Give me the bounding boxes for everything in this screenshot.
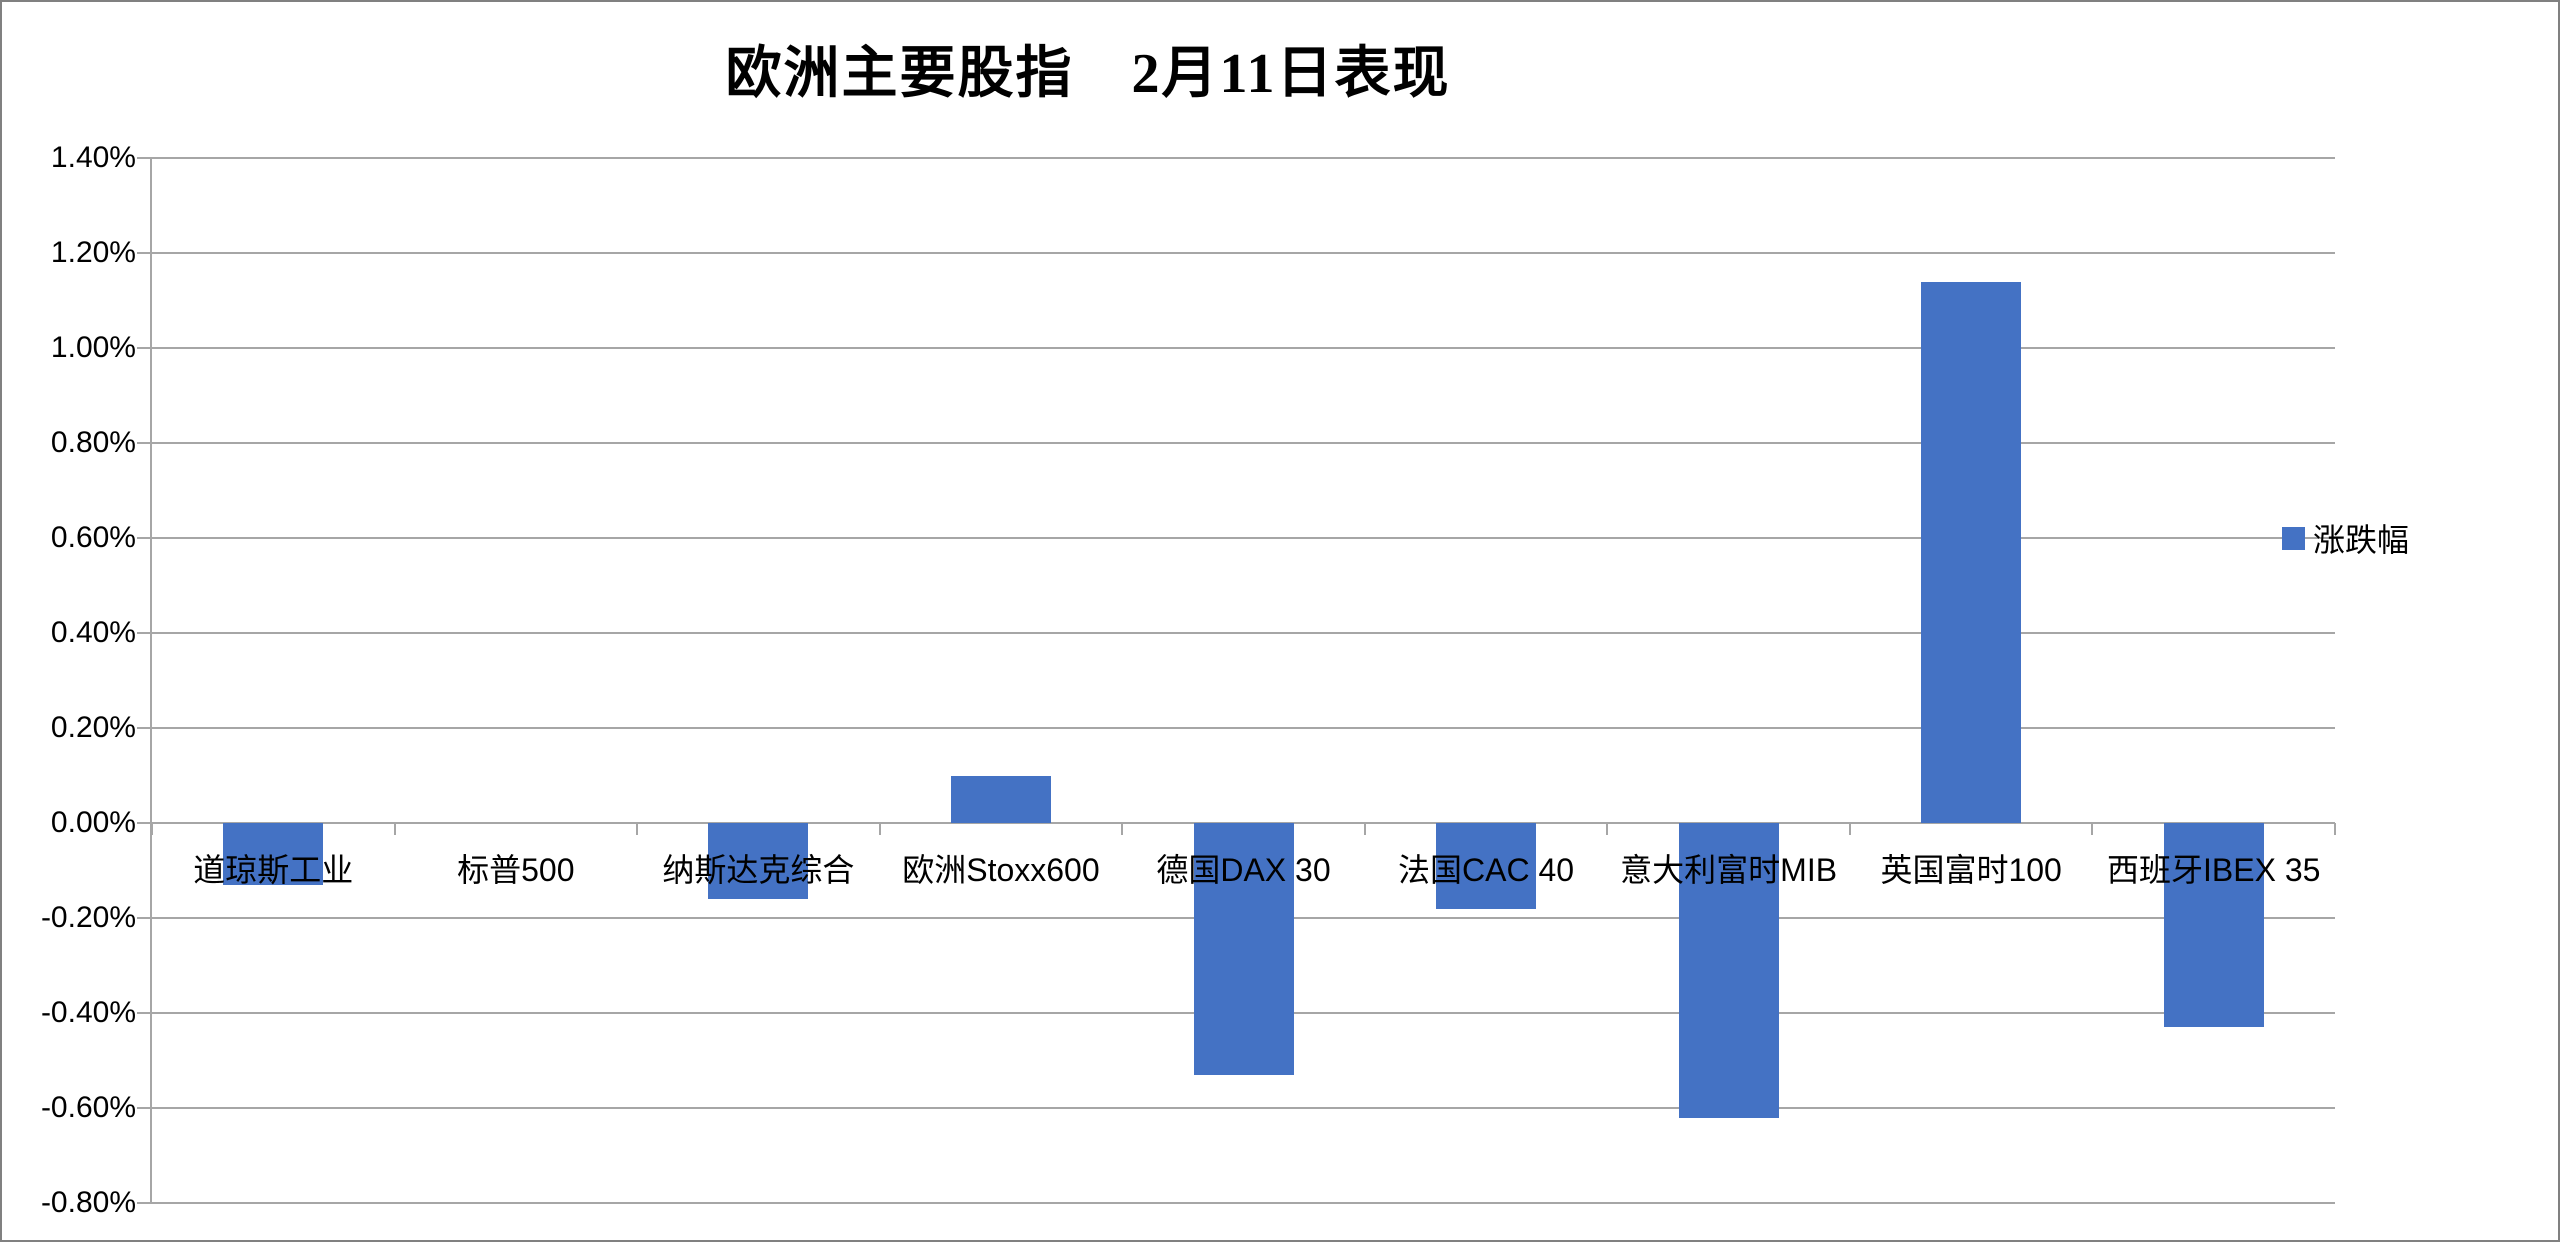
y-axis-label: -0.40% bbox=[40, 996, 136, 1029]
y-axis-tick bbox=[137, 1012, 152, 1014]
legend-label: 涨跌幅 bbox=[2313, 522, 2410, 558]
y-axis-tick bbox=[137, 1202, 152, 1204]
y-axis-tick bbox=[137, 157, 152, 159]
category-label: 意大利富时MIB bbox=[1620, 852, 1838, 888]
bar bbox=[2163, 823, 2264, 1028]
gridline bbox=[152, 537, 2335, 539]
gridline bbox=[152, 442, 2335, 444]
gridline bbox=[152, 632, 2335, 634]
x-axis-tick bbox=[1848, 823, 1851, 835]
bar bbox=[223, 823, 324, 885]
y-axis-label: -0.20% bbox=[40, 901, 136, 934]
y-axis-tick bbox=[137, 727, 152, 729]
legend: 涨跌幅 bbox=[2282, 515, 2409, 561]
y-axis-tick bbox=[137, 442, 152, 444]
y-axis-label: 1.00% bbox=[50, 331, 136, 364]
y-axis-label: 0.20% bbox=[50, 711, 136, 744]
bar bbox=[1193, 823, 1294, 1075]
y-axis-label: 0.60% bbox=[50, 521, 136, 554]
category-label: 法国CAC 40 bbox=[1398, 852, 1575, 888]
x-axis-tick bbox=[393, 823, 396, 835]
y-axis-tick bbox=[137, 1107, 152, 1109]
y-axis-tick bbox=[137, 537, 152, 539]
chart-title: 欧洲主要股指 2月11日表现 bbox=[725, 43, 1451, 105]
gridline bbox=[152, 157, 2335, 159]
y-axis-label: 0.40% bbox=[50, 616, 136, 649]
y-axis-label: -0.60% bbox=[40, 1091, 136, 1124]
x-axis-tick bbox=[636, 823, 639, 835]
category-label: 德国DAX 30 bbox=[1156, 852, 1331, 888]
y-axis-label: 1.40% bbox=[50, 141, 136, 174]
x-axis-tick bbox=[151, 823, 153, 835]
y-axis-tick bbox=[137, 822, 152, 824]
category-label: 西班牙IBEX 35 bbox=[2107, 852, 2321, 888]
bar bbox=[1921, 281, 2022, 823]
gridline bbox=[152, 1107, 2335, 1109]
gridline bbox=[152, 1202, 2335, 1204]
gridline bbox=[152, 347, 2335, 349]
y-axis-label: 1.20% bbox=[50, 236, 136, 269]
y-axis-tick bbox=[137, 632, 152, 634]
category-label: 纳斯达克综合 bbox=[662, 852, 855, 888]
legend-marker-icon bbox=[2282, 526, 2305, 550]
category-label: 道琼斯工业 bbox=[193, 852, 354, 888]
gridline bbox=[152, 252, 2335, 254]
category-label: 欧洲Stoxx600 bbox=[902, 852, 1100, 888]
bar bbox=[1678, 823, 1779, 1118]
x-axis-tick bbox=[1363, 823, 1366, 835]
x-axis-tick bbox=[1606, 823, 1609, 835]
y-axis-line bbox=[150, 157, 152, 1204]
x-axis-tick bbox=[2334, 823, 2336, 835]
y-axis-tick bbox=[137, 347, 152, 349]
y-axis-label: 0.00% bbox=[50, 806, 136, 839]
bar bbox=[950, 775, 1051, 823]
x-axis-tick bbox=[2091, 823, 2094, 835]
y-axis-tick bbox=[137, 252, 152, 254]
y-axis-label: -0.80% bbox=[40, 1186, 136, 1219]
bar bbox=[708, 823, 809, 899]
x-axis-tick bbox=[1121, 823, 1124, 835]
y-axis-tick bbox=[137, 917, 152, 919]
bar bbox=[1436, 823, 1537, 909]
y-axis-label: 0.80% bbox=[50, 426, 136, 459]
x-axis-tick bbox=[878, 823, 881, 835]
category-label: 英国富时100 bbox=[1880, 852, 2062, 888]
gridline bbox=[152, 727, 2335, 729]
category-label: 标普500 bbox=[457, 852, 575, 888]
